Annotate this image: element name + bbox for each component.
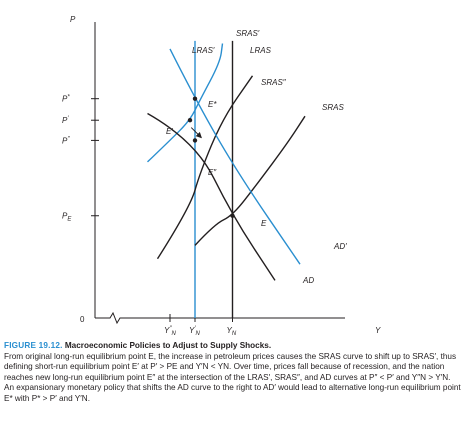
label-point-e-star: E* [208,100,217,109]
x-tick-label-y_n: YN [227,326,237,337]
y-axis-label: P [70,15,76,24]
label-sras-prime: SRAS′ [236,29,260,38]
label-sras-double: SRAS″ [261,78,287,87]
label-sras: SRAS [322,103,344,112]
y-tick-label-p_prime: P′ [62,116,69,125]
figure-title: Macroeconomic Policies to Adjust to Supp… [64,341,272,350]
adjustment-arrow [190,127,202,139]
x-axis-ticks: Y″N Y′N YN [164,314,237,337]
curve-sras [194,115,306,246]
point-e-prime [187,118,193,123]
equilibrium-points [187,96,235,218]
figure-caption: FIGURE 19.12. Macroeconomic Policies to … [4,341,462,405]
curve-sras-prime [147,43,224,163]
label-lras-prime: LRAS′ [192,46,215,55]
origin-label: 0 [80,315,85,324]
as-ad-diagram: P Y 0 P* P′ P″ PE Y″N Y′N YN LRAS′ LRAS SRAS′… [62,15,381,337]
label-ad: AD [302,276,314,285]
x-axis-label: Y [375,326,381,335]
x-tick-label-y_n_prime: Y′N [189,326,200,337]
y-tick-label-p_e: PE [62,212,72,223]
x-tick-label-y_n_double: Y″N [164,326,176,337]
label-point-e-double: E″ [208,168,217,177]
label-ad-prime: AD′ [333,242,347,251]
curve-ad-prime [169,48,301,265]
x-axis-line [95,311,345,325]
figure-number: FIGURE 19.12. [4,341,63,350]
curves [147,40,306,318]
y-tick-label-p_star: P* [62,95,70,104]
point-e [230,213,235,218]
curve-sras-double [156,75,254,260]
label-point-e-prime: E′ [166,127,173,136]
y-tick-label-p_double: P″ [62,136,70,145]
label-lras: LRAS [250,46,272,55]
point-e-star [192,96,198,101]
point-e-double [192,138,198,143]
curve-ad [147,112,276,281]
caption-body: From original long-run equilibrium point… [4,351,461,403]
label-point-e: E [261,219,267,228]
y-axis-ticks: P* P′ P″ PE [62,95,99,223]
